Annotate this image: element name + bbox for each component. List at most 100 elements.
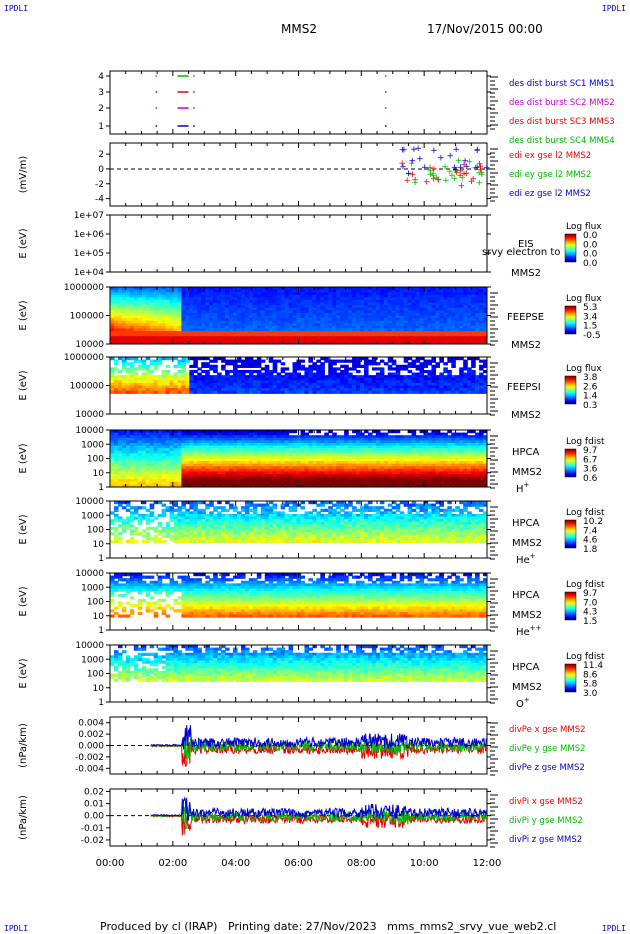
overlay-label-eis: srvy electron to <box>482 247 560 258</box>
colorbar-tick-eis: 0.0 <box>583 240 598 250</box>
instrument-label-hpca_h: HPCA <box>512 447 540 458</box>
edi-point: + <box>411 175 419 185</box>
colorbar-tick-feepse: 3.4 <box>583 312 598 322</box>
traces-divpe <box>150 725 487 767</box>
edi-point: + <box>426 164 434 174</box>
spectrogram-feepse <box>110 287 487 344</box>
spacecraft-title: MMS2 <box>281 22 317 36</box>
ytick-label-hpca_hepp: 1 <box>98 626 104 636</box>
legend-entry-burst: des dist burst SC3 MMS3 <box>509 117 615 127</box>
edi-point: + <box>399 163 407 173</box>
spacecraft-label-hpca_h: MMS2 <box>512 467 542 478</box>
edi-point: + <box>426 170 434 180</box>
corner-label-top-right: IPDLI <box>601 4 626 13</box>
colorbar-title-eis: Log flux <box>566 222 602 232</box>
ytick-label-hpca_o: 1 <box>98 698 104 708</box>
spectrogram-hpca_hepp <box>110 573 487 618</box>
edi-point: + <box>429 171 437 181</box>
ylabel-hpca_hepp: E (eV) <box>18 586 29 616</box>
edi-point: + <box>398 159 406 169</box>
edi-point: + <box>453 168 461 178</box>
ylabel-divpi: (nPa/km) <box>18 795 29 840</box>
colorbar-tick-hpca_o: 3.0 <box>583 689 598 699</box>
ytick-label-hpca_he: 10 <box>93 540 105 550</box>
edi-point: + <box>435 175 443 185</box>
trace-divpi <box>150 796 487 822</box>
colorbar-tick-feepse: 1.5 <box>583 322 597 332</box>
edi-point: + <box>430 146 438 156</box>
spectrogram-hpca_he <box>110 501 487 544</box>
edi-point: + <box>477 162 485 172</box>
colorbar-hpca_h <box>564 448 577 478</box>
ytick-label-divpe: 0.004 <box>78 719 104 729</box>
ytick-label-feepse: 100000 <box>70 312 105 322</box>
edi-point: + <box>476 160 484 170</box>
colorbar-tick-feepse: 5.3 <box>583 303 597 313</box>
edi-point: + <box>457 163 465 173</box>
edi-point: + <box>472 164 480 174</box>
ytick-label-burst: 1 <box>98 122 104 132</box>
ytick-label-feepsi: 1000000 <box>64 353 104 363</box>
spacecraft-label-feepsi: MMS2 <box>511 410 541 421</box>
edi-point: + <box>473 163 481 173</box>
time-axis-tick-label: 08:00 <box>347 858 376 869</box>
legend-entry-edi: edi ey gse l2 MMS2 <box>509 170 591 180</box>
ylabel-feepse: E (eV) <box>18 300 29 330</box>
colorbar-tick-feepsi: 1.4 <box>583 392 598 402</box>
corner-label-top-left: IPDLI <box>4 4 29 13</box>
spacecraft-label-hpca_he: MMS2 <box>512 538 542 549</box>
edi-point: + <box>458 182 466 192</box>
corner-label-bottom-left: IPDLI <box>4 924 29 933</box>
ytick-label-hpca_he: 10000 <box>75 497 104 507</box>
colorbar-title-hpca_h: Log fdist <box>566 437 605 447</box>
edi-point: + <box>427 166 435 176</box>
edi-point: + <box>416 154 424 164</box>
edi-point: + <box>475 168 483 178</box>
ytick-label-edi: -2 <box>95 180 104 190</box>
colorbar-feepse <box>564 305 577 335</box>
time-axis-tick-label: 02:00 <box>158 858 187 869</box>
ytick-label-hpca_he: 1 <box>98 554 104 564</box>
colorbar-title-hpca_hepp: Log fdist <box>566 580 605 590</box>
colorbar-eis <box>564 233 577 263</box>
colorbar-title-hpca_o: Log fdist <box>566 652 605 662</box>
edi-point: + <box>405 170 413 180</box>
ylabel-hpca_h: E (eV) <box>18 443 29 473</box>
spectrogram-feepsi <box>110 357 487 394</box>
ytick-label-hpca_h: 1 <box>98 483 104 493</box>
spacecraft-label-hpca_o: MMS2 <box>512 682 542 693</box>
colorbar-tick-hpca_hepp: 1.5 <box>583 617 597 627</box>
edi-point: + <box>466 157 474 167</box>
colorbar-tick-feepsi: 3.8 <box>583 373 598 383</box>
colorbar-tick-feepsi: 2.6 <box>583 382 598 392</box>
colorbar-hpca_o <box>564 663 577 693</box>
ytick-label-hpca_o: 10000 <box>75 641 104 651</box>
edi-point: + <box>476 179 484 189</box>
date-title: 17/Nov/2015 00:00 <box>427 22 543 36</box>
legend-entry-divpe: divPe x gse MMS2 <box>509 725 586 735</box>
ylabel-feepsi: E (eV) <box>18 370 29 400</box>
edi-point: + <box>462 169 470 179</box>
ylabel-hpca_o: E (eV) <box>18 658 29 688</box>
ytick-label-divpe: -0.004 <box>75 764 104 774</box>
edi-point: + <box>458 174 466 184</box>
colorbar-tick-hpca_h: 6.7 <box>583 455 597 465</box>
edi-point: + <box>473 145 481 155</box>
edi-point: + <box>477 165 485 175</box>
legend-entry-divpe: divPe z gse MMS2 <box>509 763 585 773</box>
ytick-label-divpi: -0.01 <box>81 824 104 834</box>
edi-point: + <box>399 145 407 155</box>
colorbar-tick-hpca_h: 9.7 <box>583 446 597 456</box>
ytick-label-hpca_hepp: 1000 <box>81 583 104 593</box>
edi-point: + <box>411 178 419 188</box>
ytick-label-divpe: -0.002 <box>75 753 104 763</box>
edi-point: + <box>451 163 459 173</box>
footer-credit: Produced by cl (IRAP) Printing date: 27/… <box>100 920 557 933</box>
edi-point: + <box>434 175 442 185</box>
trace-divpi <box>150 806 487 830</box>
colorbar-title-hpca_he: Log fdist <box>566 508 605 518</box>
colorbar-tick-eis: 0.0 <box>583 250 598 260</box>
traces-divpi <box>150 796 487 836</box>
colorbar-tick-hpca_he: 4.6 <box>583 536 598 546</box>
